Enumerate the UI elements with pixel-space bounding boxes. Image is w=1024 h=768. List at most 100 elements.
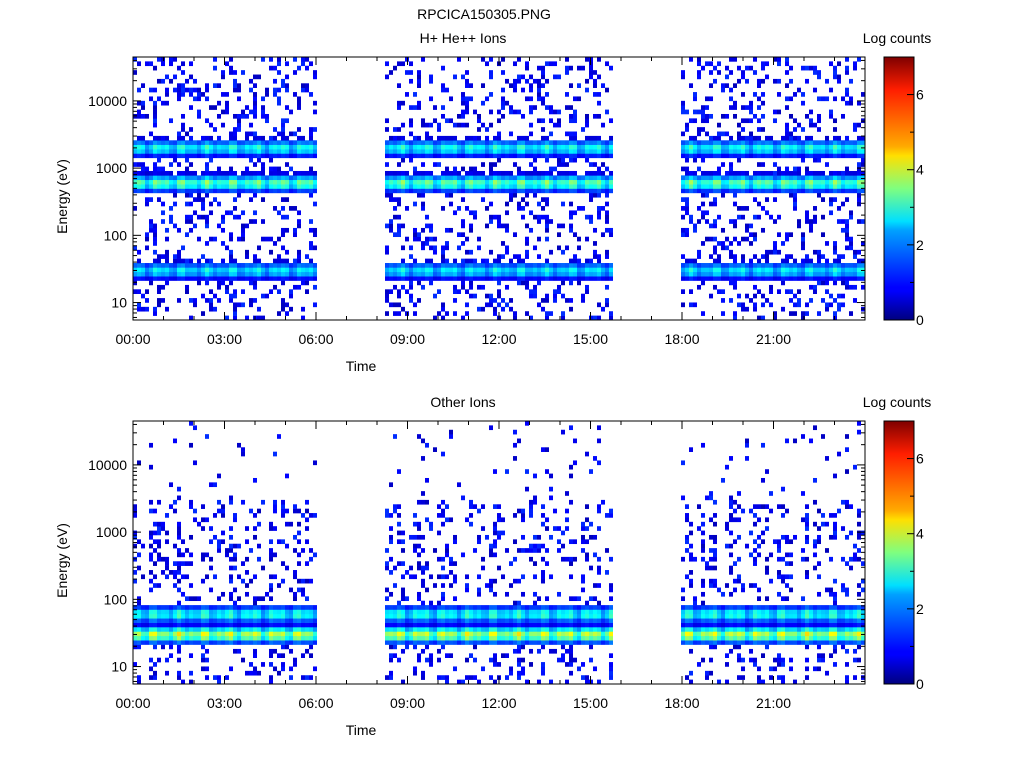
heatmap-cell <box>785 184 789 189</box>
heatmap-cell <box>401 245 405 251</box>
heatmap-cell <box>765 135 769 141</box>
heatmap-cell <box>289 609 293 615</box>
heatmap-cell <box>469 263 473 268</box>
heatmap-cell <box>293 188 297 194</box>
heatmap-cell <box>733 170 737 176</box>
heatmap-cell <box>193 605 197 610</box>
heatmap-cell <box>573 263 577 268</box>
heatmap-cell <box>741 135 745 141</box>
heatmap-cell <box>493 162 497 167</box>
heatmap-cell <box>553 153 557 159</box>
heatmap-cell <box>429 227 433 233</box>
heatmap-cell <box>141 635 145 641</box>
heatmap-cell <box>593 70 597 75</box>
heatmap-cell <box>221 258 225 264</box>
heatmap-cell <box>545 78 549 84</box>
heatmap-cell <box>413 635 417 641</box>
heatmap-cell <box>141 574 145 580</box>
heatmap-cell <box>249 640 253 645</box>
heatmap-cell <box>773 271 777 277</box>
heatmap-cell <box>485 605 489 610</box>
heatmap-cell <box>409 118 413 124</box>
heatmap-cell <box>209 635 213 641</box>
heatmap-cell <box>261 613 265 619</box>
heatmap-cell <box>797 135 801 141</box>
heatmap-cell <box>201 254 205 259</box>
heatmap-cell <box>269 184 273 189</box>
heatmap-cell <box>169 640 173 645</box>
heatmap-cell <box>137 109 141 115</box>
heatmap-cell <box>549 140 553 145</box>
heatmap-cell <box>137 675 141 680</box>
heatmap-cell <box>181 61 185 67</box>
heatmap-cell <box>213 627 217 632</box>
heatmap-cell <box>733 144 737 150</box>
heatmap-cell <box>709 170 713 176</box>
heatmap-cell <box>713 219 717 224</box>
heatmap-cell <box>449 271 453 277</box>
heatmap-cell <box>773 175 777 181</box>
heatmap-cell <box>749 109 753 115</box>
heatmap-cell <box>485 302 489 308</box>
heatmap-cell <box>717 258 721 264</box>
heatmap-cell <box>693 149 697 154</box>
x-tick-label: 00:00 <box>115 331 150 347</box>
heatmap-cell <box>177 613 181 619</box>
heatmap-cell <box>541 149 545 154</box>
heatmap-cell <box>133 140 137 145</box>
heatmap-cell <box>685 188 689 194</box>
heatmap-cell <box>397 293 401 299</box>
heatmap-cell <box>421 57 425 62</box>
heatmap-cell <box>469 83 473 88</box>
heatmap-cell <box>149 622 153 628</box>
heatmap-cell <box>773 245 777 251</box>
heatmap-cell <box>297 627 301 632</box>
heatmap-cell <box>529 131 533 137</box>
heatmap-cell <box>261 635 265 641</box>
x-tick-label: 09:00 <box>390 331 425 347</box>
heatmap-cell <box>701 192 705 198</box>
heatmap-cell <box>233 609 237 615</box>
heatmap-cell <box>385 293 389 299</box>
heatmap-cell <box>229 640 233 645</box>
heatmap-cell <box>285 644 289 650</box>
heatmap-cell <box>441 635 445 641</box>
heatmap-cell <box>821 96 825 102</box>
heatmap-cell <box>253 113 257 119</box>
heatmap-cell <box>493 144 497 150</box>
heatmap-cell <box>749 258 753 264</box>
heatmap-cell <box>205 552 209 558</box>
heatmap-cell <box>249 263 253 268</box>
heatmap-cell <box>765 298 769 303</box>
heatmap-cell <box>805 267 809 273</box>
heatmap-cell <box>233 214 237 220</box>
heatmap-cell <box>417 105 421 110</box>
heatmap-cell <box>557 153 561 159</box>
heatmap-cell <box>165 280 169 286</box>
heatmap-cell <box>421 456 425 461</box>
heatmap-cell <box>525 153 529 159</box>
heatmap-cell <box>425 644 429 650</box>
heatmap-cell <box>149 267 153 273</box>
heatmap-cell <box>457 188 461 194</box>
heatmap-cell <box>229 140 233 145</box>
x-tick-label: 06:00 <box>298 331 333 347</box>
heatmap-cell <box>485 135 489 141</box>
heatmap-cell <box>465 100 469 106</box>
heatmap-cell <box>737 184 741 189</box>
heatmap-cell <box>153 227 157 233</box>
spectrogram-cells <box>133 421 865 685</box>
heatmap-cell <box>493 543 497 549</box>
heatmap-cell <box>749 153 753 159</box>
heatmap-cell <box>221 184 225 189</box>
heatmap-cell <box>529 162 533 167</box>
heatmap-cell <box>229 65 233 71</box>
heatmap-cell <box>693 267 697 273</box>
heatmap-cell <box>173 618 177 623</box>
heatmap-cell <box>785 263 789 268</box>
heatmap-cell <box>713 258 717 264</box>
heatmap-cell <box>221 605 225 610</box>
heatmap-cell <box>401 635 405 641</box>
heatmap-cell <box>465 70 469 75</box>
heatmap-cell <box>141 293 145 299</box>
